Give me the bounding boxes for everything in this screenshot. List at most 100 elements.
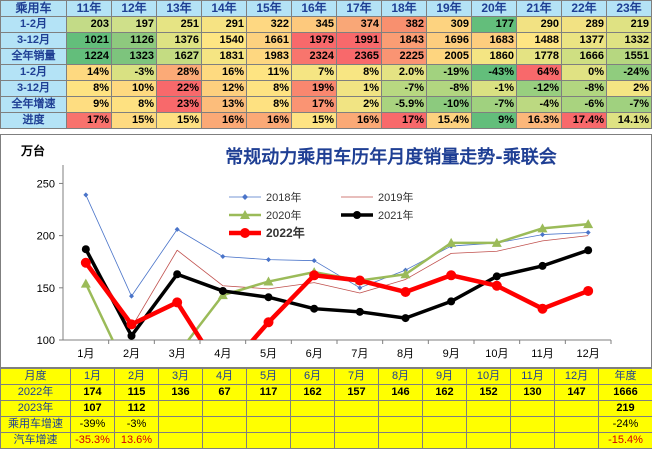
top-table-cell: 2.0% xyxy=(381,64,427,81)
top-table-cell: -5.9% xyxy=(381,96,427,113)
top-table-cell: 28% xyxy=(156,64,202,81)
top-table-cell: 17% xyxy=(291,96,337,113)
series-line-2019年 xyxy=(85,235,589,328)
bottom-table-cell xyxy=(466,432,511,449)
bottom-table-cell xyxy=(554,432,599,449)
bottom-table-cell xyxy=(334,432,379,449)
bottom-header-cell: 11月 xyxy=(510,368,555,385)
top-table-cell: 1979 xyxy=(291,32,337,49)
top-row-label: 1-2月 xyxy=(0,64,67,81)
top-table-cell: 16% xyxy=(201,112,247,129)
top-header-cell: 15年 xyxy=(246,0,292,17)
top-row-label: 3-12月 xyxy=(0,80,67,97)
data-point xyxy=(172,297,183,308)
top-table-cell: 13% xyxy=(201,96,247,113)
top-table-cell: -10% xyxy=(426,96,472,113)
legend-marker xyxy=(240,228,250,238)
bottom-table-cell: 117 xyxy=(246,384,291,401)
data-point xyxy=(491,280,502,291)
top-table-cell: 2% xyxy=(606,80,652,97)
bottom-table-cell xyxy=(334,416,379,433)
x-tick-label: 11月 xyxy=(531,348,553,360)
bottom-row-label: 2023年 xyxy=(0,400,71,417)
top-header-cell: 11年 xyxy=(66,0,112,17)
legend-marker xyxy=(240,210,250,219)
data-point xyxy=(583,219,594,229)
top-table-cell: 8% xyxy=(111,96,157,113)
bottom-table-cell: 219 xyxy=(598,400,652,417)
bottom-table-cell: 157 xyxy=(334,384,379,401)
y-tick-label: 100 xyxy=(37,335,55,347)
top-table-cell: 1551 xyxy=(606,48,652,65)
bottom-header-cell: 7月 xyxy=(334,368,379,385)
top-table-cell: 1540 xyxy=(201,32,247,49)
top-table-cell: 10% xyxy=(111,80,157,97)
top-table-cell: 1983 xyxy=(246,48,292,65)
bottom-table-cell xyxy=(378,400,423,417)
legend-marker xyxy=(353,211,361,219)
data-point xyxy=(310,304,319,313)
top-table-cell: 1323 xyxy=(111,48,157,65)
bottom-row-label: 乘用车增速 xyxy=(0,416,71,433)
legend-item: 2021年 xyxy=(341,208,413,222)
top-table-cell: 374 xyxy=(336,16,382,33)
data-point xyxy=(538,261,547,270)
bottom-table-cell xyxy=(422,416,467,433)
bottom-table-cell: 67 xyxy=(202,384,247,401)
top-table-cell: 16% xyxy=(246,112,292,129)
top-table-cell: 17% xyxy=(66,112,112,129)
top-table-cell: -8% xyxy=(561,80,607,97)
legend-item: 2019年 xyxy=(341,190,413,204)
top-header-cell: 17年 xyxy=(336,0,382,17)
top-table-cell: 251 xyxy=(156,16,202,33)
top-table-cell: -43% xyxy=(471,64,517,81)
data-point xyxy=(357,285,363,291)
top-table-row: 3-12月 1021 1126 1376 1540 1661 1979 1991 1843 169… xyxy=(0,32,652,49)
top-table-cell: 15% xyxy=(291,112,337,129)
top-table-cell: 17% xyxy=(381,112,427,129)
top-table-cell: 8% xyxy=(246,80,292,97)
bottom-header-cell: 2月 xyxy=(114,368,159,385)
x-tick-label: 9月 xyxy=(443,348,460,360)
bottom-table-cell: 152 xyxy=(466,384,511,401)
top-table-row: 1-2月 203 197 251 291 322 345 374 382 309 177 290 289… xyxy=(0,16,652,33)
top-header-cell: 23年 xyxy=(606,0,652,17)
series-line-2021年 xyxy=(84,248,589,338)
top-table-cell: 345 xyxy=(291,16,337,33)
bottom-table-cell: -15.4% xyxy=(598,432,652,449)
bottom-table-cell xyxy=(334,400,379,417)
top-table-cell: 1843 xyxy=(381,32,427,49)
x-tick-label: 4月 xyxy=(214,348,231,360)
data-point xyxy=(537,303,548,314)
bottom-table-row: 汽车增速 -35.3% 13.6% -15.4% xyxy=(0,432,652,449)
top-table-cell: 290 xyxy=(516,16,562,33)
top-table-cell: 1377 xyxy=(561,32,607,49)
bottom-table-cell xyxy=(422,432,467,449)
data-point xyxy=(309,270,320,281)
legend-label: 2019年 xyxy=(378,190,413,204)
data-point xyxy=(83,192,89,198)
top-header-cell: 22年 xyxy=(561,0,607,17)
bottom-table-cell xyxy=(554,400,599,417)
top-table-cell: 1224 xyxy=(66,48,112,65)
bottom-table-cell xyxy=(466,416,511,433)
legend-marker xyxy=(242,194,248,200)
top-table-cell: 1661 xyxy=(246,32,292,49)
top-table-cell: -1% xyxy=(471,80,517,97)
bottom-table-cell xyxy=(510,416,555,433)
data-point xyxy=(584,246,593,255)
bottom-header-cell: 10月 xyxy=(466,368,511,385)
top-table-cell: 64% xyxy=(516,64,562,81)
bottom-table-cell xyxy=(246,400,291,417)
top-table-header-row: 乘用车 11年 12年 13年 14年 15年 16年 17年 18年 19年 20年 21年 22年 2… xyxy=(0,0,652,17)
bottom-table-cell: 136 xyxy=(158,384,203,401)
bottom-table-cell xyxy=(510,400,555,417)
bottom-header-cell: 9月 xyxy=(422,368,467,385)
top-table-cell: 309 xyxy=(426,16,472,33)
bottom-table-cell: 162 xyxy=(422,384,467,401)
top-table-cell: 1683 xyxy=(471,32,517,49)
top-table-cell: 15.4% xyxy=(426,112,472,129)
bottom-table-cell: 130 xyxy=(510,384,555,401)
x-tick-label: 2月 xyxy=(123,348,140,360)
bottom-table-row: 2022年 174 115 136 67 117 162 157 146 162 152 130 147… xyxy=(0,384,652,401)
